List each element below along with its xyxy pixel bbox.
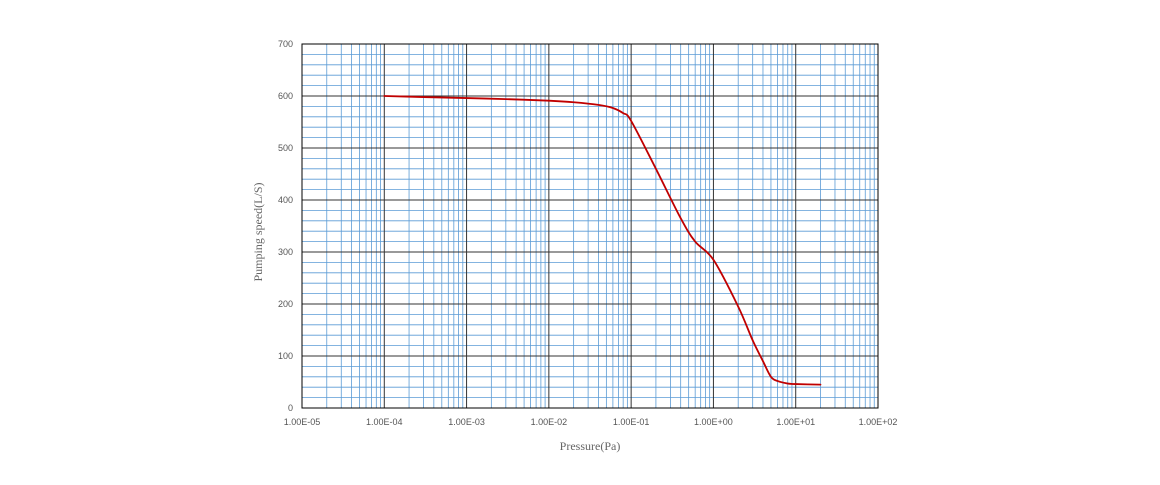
y-tick-label: 100: [278, 351, 293, 361]
x-tick-label: 1.00E+01: [776, 417, 815, 427]
x-tick-label: 1.00E+02: [859, 417, 898, 427]
y-tick-label: 400: [278, 195, 293, 205]
y-axis-title: Pumping speed(L/S): [251, 183, 265, 282]
minor-gridlines: [302, 44, 878, 408]
y-tick-label: 200: [278, 299, 293, 309]
x-tick-label: 1.00E-03: [448, 417, 485, 427]
x-axis-title: Pressure(Pa): [560, 439, 621, 453]
y-tick-label: 0: [288, 403, 293, 413]
x-tick-label: 1.00E+00: [694, 417, 733, 427]
y-tick-label: 600: [278, 91, 293, 101]
pumping-speed-series-line: [383, 95, 822, 386]
x-tick-label: 1.00E-01: [613, 417, 650, 427]
x-tick-labels: 1.00E-05 1.00E-04 1.00E-03 1.00E-02 1.00E-01…: [284, 417, 898, 427]
y-tick-labels: 0 100 200 300 400 500 600 700: [278, 39, 293, 413]
series-layer: [383, 95, 822, 386]
y-tick-label: 300: [278, 247, 293, 257]
x-tick-label: 1.00E-02: [531, 417, 568, 427]
y-tick-label: 700: [278, 39, 293, 49]
x-tick-label: 1.00E-05: [284, 417, 321, 427]
y-tick-label: 500: [278, 143, 293, 153]
x-tick-label: 1.00E-04: [366, 417, 403, 427]
plot-frame: [301, 43, 879, 409]
